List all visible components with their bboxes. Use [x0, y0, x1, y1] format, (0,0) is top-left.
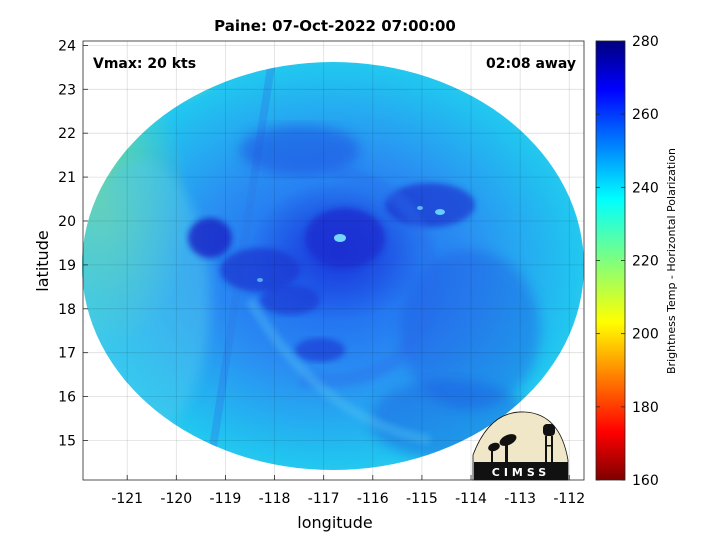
x-tick-label: -121 — [111, 491, 143, 507]
axes-box — [82, 40, 585, 481]
satellite-dish-icon — [488, 434, 517, 463]
y-tick-label: 22 — [58, 126, 76, 142]
x-tick-label: -112 — [553, 491, 585, 507]
y-tick-label: 23 — [58, 82, 76, 98]
logo-text: CIMSS — [492, 466, 550, 479]
y-tick-labels: 24 23 22 21 20 19 18 17 16 15 — [58, 38, 76, 449]
time-away-annotation: 02:08 away — [486, 56, 576, 72]
colorbar: 280 260 240 220 200 180 160 Brightness Temp - … — [595, 34, 678, 489]
y-axis-label: latitude — [33, 230, 52, 291]
x-tick-label: -119 — [210, 491, 242, 507]
x-tick-label: -114 — [455, 491, 487, 507]
colorbar-tick-label: 160 — [632, 473, 659, 489]
y-tick-label: 17 — [58, 346, 76, 362]
colorbar-ticks: 280 260 240 220 200 180 160 — [596, 34, 659, 489]
x-axis-label: longitude — [297, 513, 372, 532]
x-tick-label: -120 — [160, 491, 192, 507]
colorbar-scale — [596, 41, 625, 480]
water-tower-icon — [543, 424, 555, 462]
colorbar-tick-label: 280 — [632, 34, 659, 50]
colorbar-tick-label: 240 — [632, 180, 659, 196]
plot-title: Paine: 07-Oct-2022 07:00:00 — [214, 17, 456, 35]
colorbar-tick-label: 200 — [632, 327, 659, 343]
grid-lines — [83, 41, 584, 480]
y-tick-label: 24 — [58, 38, 76, 54]
brightness-temperature-swath — [82, 62, 584, 470]
y-tick-label: 19 — [58, 258, 76, 274]
y-tick-label: 16 — [58, 390, 76, 406]
vmax-annotation: Vmax: 20 kts — [93, 56, 196, 72]
cimss-logo: CIMSS — [472, 411, 569, 481]
y-tick-label: 20 — [58, 214, 76, 230]
y-tick-label: 21 — [58, 170, 76, 186]
x-tick-label: -118 — [259, 491, 291, 507]
y-tick-label: 15 — [58, 433, 76, 449]
colorbar-tick-label: 260 — [632, 107, 659, 123]
x-tick-label: -117 — [308, 491, 340, 507]
x-tick-label: -113 — [504, 491, 536, 507]
colorbar-tick-label: 180 — [632, 400, 659, 416]
y-tick-label: 18 — [58, 302, 76, 318]
colorbar-tick-label: 220 — [632, 254, 659, 270]
x-tick-labels: -121 -120 -119 -118 -117 -116 -115 -114 -113 -112 — [111, 491, 585, 507]
colorbar-label: Brightness Temp - Horizontal Polarizatio… — [665, 148, 678, 374]
x-tick-label: -116 — [357, 491, 389, 507]
x-tick-label: -115 — [406, 491, 438, 507]
